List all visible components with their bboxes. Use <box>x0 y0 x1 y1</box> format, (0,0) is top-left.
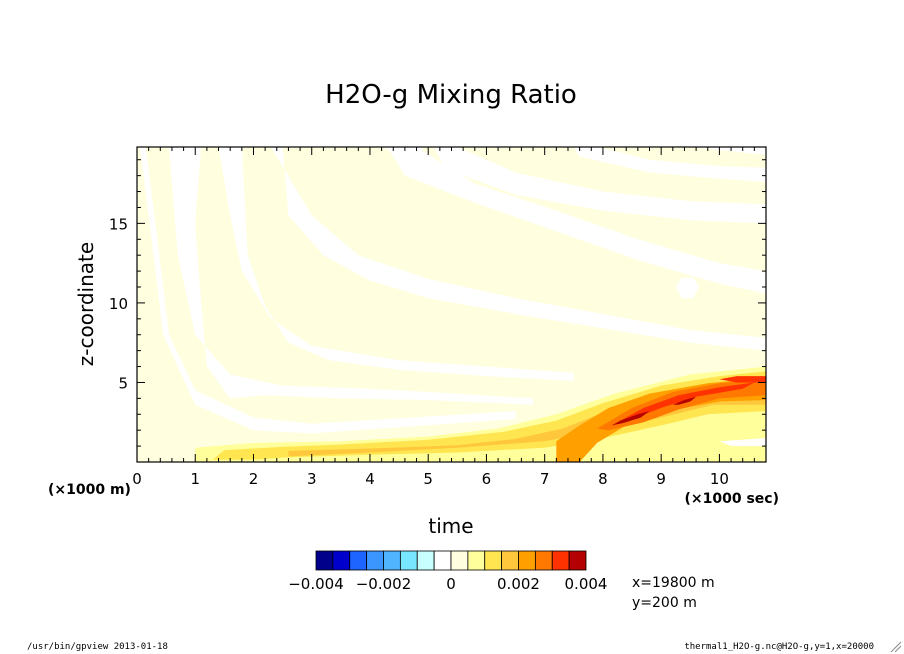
y-axis: 5 10 15 <box>109 159 766 463</box>
y-tick-label: 10 <box>109 295 128 313</box>
x-tick-label: 7 <box>540 470 550 488</box>
colorbar-swatch <box>416 550 435 571</box>
x-axis-label: time <box>428 514 473 538</box>
chart-title: H2O-g Mixing Ratio <box>325 80 577 110</box>
x-tick-label: 9 <box>656 470 666 488</box>
contour-band-20 <box>731 449 766 458</box>
y-tick-label: 5 <box>118 374 128 392</box>
colorbar-swatch <box>383 550 401 571</box>
contour-band-3 <box>271 147 766 351</box>
contour-band-19 <box>719 438 766 447</box>
colorbar-swatch <box>315 550 334 571</box>
colorbar-swatch <box>568 550 587 571</box>
colorbar-swatch <box>551 550 570 571</box>
resize-grip-icon[interactable] <box>890 641 902 653</box>
x-tick-label: 0 <box>132 470 142 488</box>
contour-band-15 <box>620 382 755 421</box>
contour-band-18 <box>672 396 697 405</box>
contour-band-5 <box>434 147 766 224</box>
colorbar-swatch <box>349 550 368 571</box>
x-tick-label: 3 <box>307 470 317 488</box>
colorbar-swatch <box>366 550 384 571</box>
x-tick-label: 2 <box>249 470 259 488</box>
colorbar-swatch <box>518 550 536 571</box>
colorbar-swatch <box>501 550 519 571</box>
y-position-label: y=200 m <box>632 595 697 611</box>
y-tick-label: 15 <box>109 215 128 233</box>
x-tick-label: 1 <box>190 470 200 488</box>
x-axis: 0 1 2 3 4 5 6 7 8 9 10 <box>132 147 767 488</box>
colorbar-swatch <box>467 550 486 571</box>
footer-left: /usr/bin/gpview 2013-01-18 <box>27 642 168 652</box>
colorbar-swatch <box>450 550 469 571</box>
x-tick-label: 8 <box>598 470 608 488</box>
x-tick-label: 6 <box>482 470 492 488</box>
colorbar-tick-label: −0.004 <box>288 575 344 593</box>
x-tick-label: 5 <box>423 470 433 488</box>
y-axis-label: z-coordinate <box>74 242 98 366</box>
colorbar-tick-label: −0.002 <box>356 575 412 593</box>
contour-band-17 <box>611 411 650 426</box>
footer-right: thermal1_H2O-g.nc@H2O-g,y=1,x=20000 <box>684 642 874 652</box>
colorbar: −0.004 −0.002 0 0.002 0.004 <box>288 550 608 593</box>
contour-band-16 <box>719 376 766 383</box>
colorbar-tick-label: 0.004 <box>565 575 608 593</box>
colorbar-tick-label: 0.002 <box>497 575 540 593</box>
colorbar-swatch <box>399 550 418 571</box>
contour-bands <box>139 147 766 462</box>
contour-band-6 <box>573 147 766 182</box>
x-tick-label: 10 <box>710 470 729 488</box>
colorbar-swatch <box>433 550 452 571</box>
contour-band-10 <box>195 366 766 462</box>
x-tick-label: 4 <box>365 470 375 488</box>
y-unit-note: (×1000 m) <box>48 482 131 498</box>
contour-band-8 <box>381 147 423 154</box>
colorbar-tick-label: 0 <box>446 575 456 593</box>
contour-band-9 <box>675 277 699 299</box>
colorbar-swatch <box>332 550 351 571</box>
contour-band-4 <box>387 147 766 294</box>
colorbar-swatch <box>484 550 503 571</box>
x-position-label: x=19800 m <box>632 575 715 591</box>
contour-band-7 <box>690 147 766 155</box>
colorbar-swatch <box>534 550 553 571</box>
x-unit-note: (×1000 sec) <box>685 491 780 507</box>
